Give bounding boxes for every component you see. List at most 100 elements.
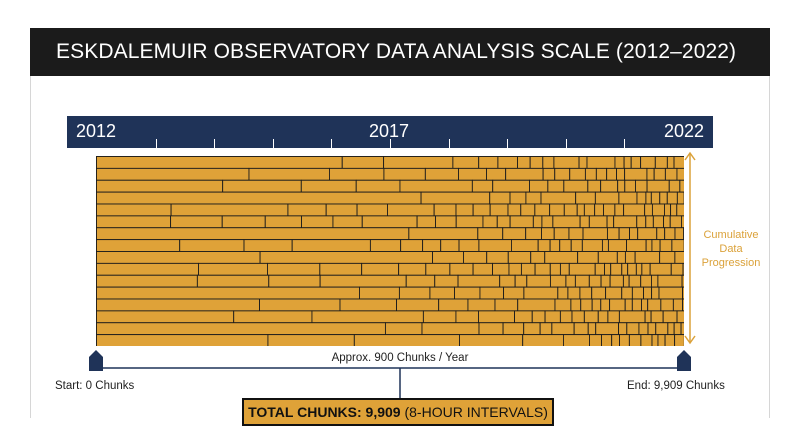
data-chunk-cell <box>507 251 532 264</box>
data-chunk-cell <box>631 298 642 312</box>
data-chunk-cell <box>580 298 593 312</box>
data-chunk-cell <box>600 298 611 312</box>
data-chunk-cell <box>658 286 683 300</box>
data-chunk-cell <box>287 203 327 217</box>
data-chunk-cell <box>179 239 245 252</box>
data-chunk-cell <box>544 310 561 324</box>
data-chunk-cell <box>651 239 661 252</box>
data-chunk-cell <box>663 215 671 229</box>
data-chunk-cell <box>557 286 569 300</box>
data-chunk-cell <box>96 298 261 312</box>
data-chunk-cell <box>422 310 457 324</box>
data-chunk-cell <box>458 167 487 181</box>
data-chunk-cell <box>339 298 397 312</box>
data-chunk-cell <box>222 179 302 193</box>
chunk-mosaic <box>96 156 684 346</box>
data-chunk-cell <box>96 322 386 336</box>
data-chunk-cell <box>582 227 608 241</box>
data-chunk-cell <box>570 298 582 312</box>
data-chunk-cell <box>651 203 665 217</box>
data-chunk-cell <box>547 179 565 193</box>
data-chunk-cell <box>221 215 266 229</box>
data-chunk-cell <box>531 310 546 324</box>
data-chunk-cell <box>96 191 422 205</box>
data-chunk-cell <box>570 239 583 252</box>
data-chunk-cell <box>579 215 590 229</box>
data-chunk-cell <box>565 274 576 288</box>
data-chunk-cell <box>609 274 624 288</box>
data-chunk-cell <box>618 322 628 336</box>
data-chunk-cell <box>624 298 633 312</box>
data-chunk-cell <box>532 215 543 229</box>
data-chunk-cell <box>267 334 355 346</box>
data-chunk-cell <box>573 322 589 336</box>
data-chunk-cell <box>525 191 542 205</box>
data-chunk-cell <box>494 298 519 312</box>
side-label-line-2: Data <box>719 243 743 255</box>
data-chunk-cell <box>594 191 620 205</box>
data-chunk-cell <box>433 203 457 217</box>
data-chunk-cell <box>399 179 473 193</box>
data-chunk-cell <box>96 334 269 346</box>
data-chunk-cell <box>523 322 541 336</box>
data-chunk-cell <box>613 215 638 229</box>
data-chunk-cell <box>606 227 620 241</box>
data-chunk-cell <box>616 251 626 264</box>
data-chunk-cell <box>637 227 658 241</box>
data-chunk-cell <box>591 286 607 300</box>
data-chunk-cell <box>425 262 451 276</box>
data-chunk-cell <box>478 322 504 336</box>
data-chunk-cell <box>489 203 509 217</box>
data-chunk-cell <box>537 239 551 252</box>
start-chunks-label: Start: 0 Chunks <box>55 380 135 392</box>
data-chunk-cell <box>486 167 507 181</box>
data-chunk-cell <box>325 203 358 217</box>
data-chunk-cell <box>641 262 651 276</box>
data-chunk-cell <box>627 262 637 276</box>
data-chunk-cell <box>635 179 648 193</box>
data-chunk-cell <box>301 215 334 229</box>
data-chunk-cell <box>666 191 678 205</box>
total-chunks-value: TOTAL CHUNKS: 9,909 <box>248 404 401 420</box>
data-chunk-cell <box>355 179 401 193</box>
data-chunk-cell <box>96 203 172 217</box>
data-chunk-cell <box>553 156 580 169</box>
data-chunk-cell <box>586 156 616 169</box>
timeline-tick <box>156 139 157 148</box>
data-chunk-cell <box>459 334 524 346</box>
data-chunk-cell <box>597 251 618 264</box>
timeline-tick <box>331 139 332 148</box>
data-chunk-cell <box>634 251 661 264</box>
data-chunk-cell <box>396 298 440 312</box>
data-chunk-cell <box>361 215 418 229</box>
data-chunk-cell <box>96 179 224 193</box>
data-chunk-cell <box>640 274 652 288</box>
data-chunk-cell <box>478 239 512 252</box>
data-chunk-cell <box>96 156 343 169</box>
timeline-tick <box>214 139 215 148</box>
data-chunk-cell <box>369 239 402 252</box>
timeline-bar: 2012 2017 2022 <box>67 116 713 148</box>
data-chunk-cell <box>542 167 556 181</box>
data-chunk-cell <box>520 203 536 217</box>
data-chunk-cell <box>646 179 670 193</box>
data-chunk-cell <box>597 310 609 324</box>
data-chunk-cell <box>432 251 464 264</box>
data-chunk-cell <box>624 167 648 181</box>
data-chunk-cell <box>259 251 434 264</box>
data-chunk-cell <box>587 179 602 193</box>
timeline-tick <box>273 139 274 148</box>
data-chunk-cell <box>575 191 596 205</box>
data-chunk-cell <box>540 191 577 205</box>
data-chunk-cell <box>631 286 644 300</box>
data-chunk-cell <box>614 203 625 217</box>
data-chunk-cell <box>96 274 198 288</box>
data-chunk-cell <box>610 262 623 276</box>
data-chunk-cell <box>463 251 488 264</box>
data-chunk-cell <box>383 167 426 181</box>
side-label: Cumulative Data Progression <box>693 228 769 270</box>
data-chunk-cell <box>384 322 423 336</box>
data-chunk-cell <box>591 298 602 312</box>
data-chunk-cell <box>607 310 620 324</box>
total-chunks-unit: (8-HOUR INTERVALS) <box>400 404 548 420</box>
